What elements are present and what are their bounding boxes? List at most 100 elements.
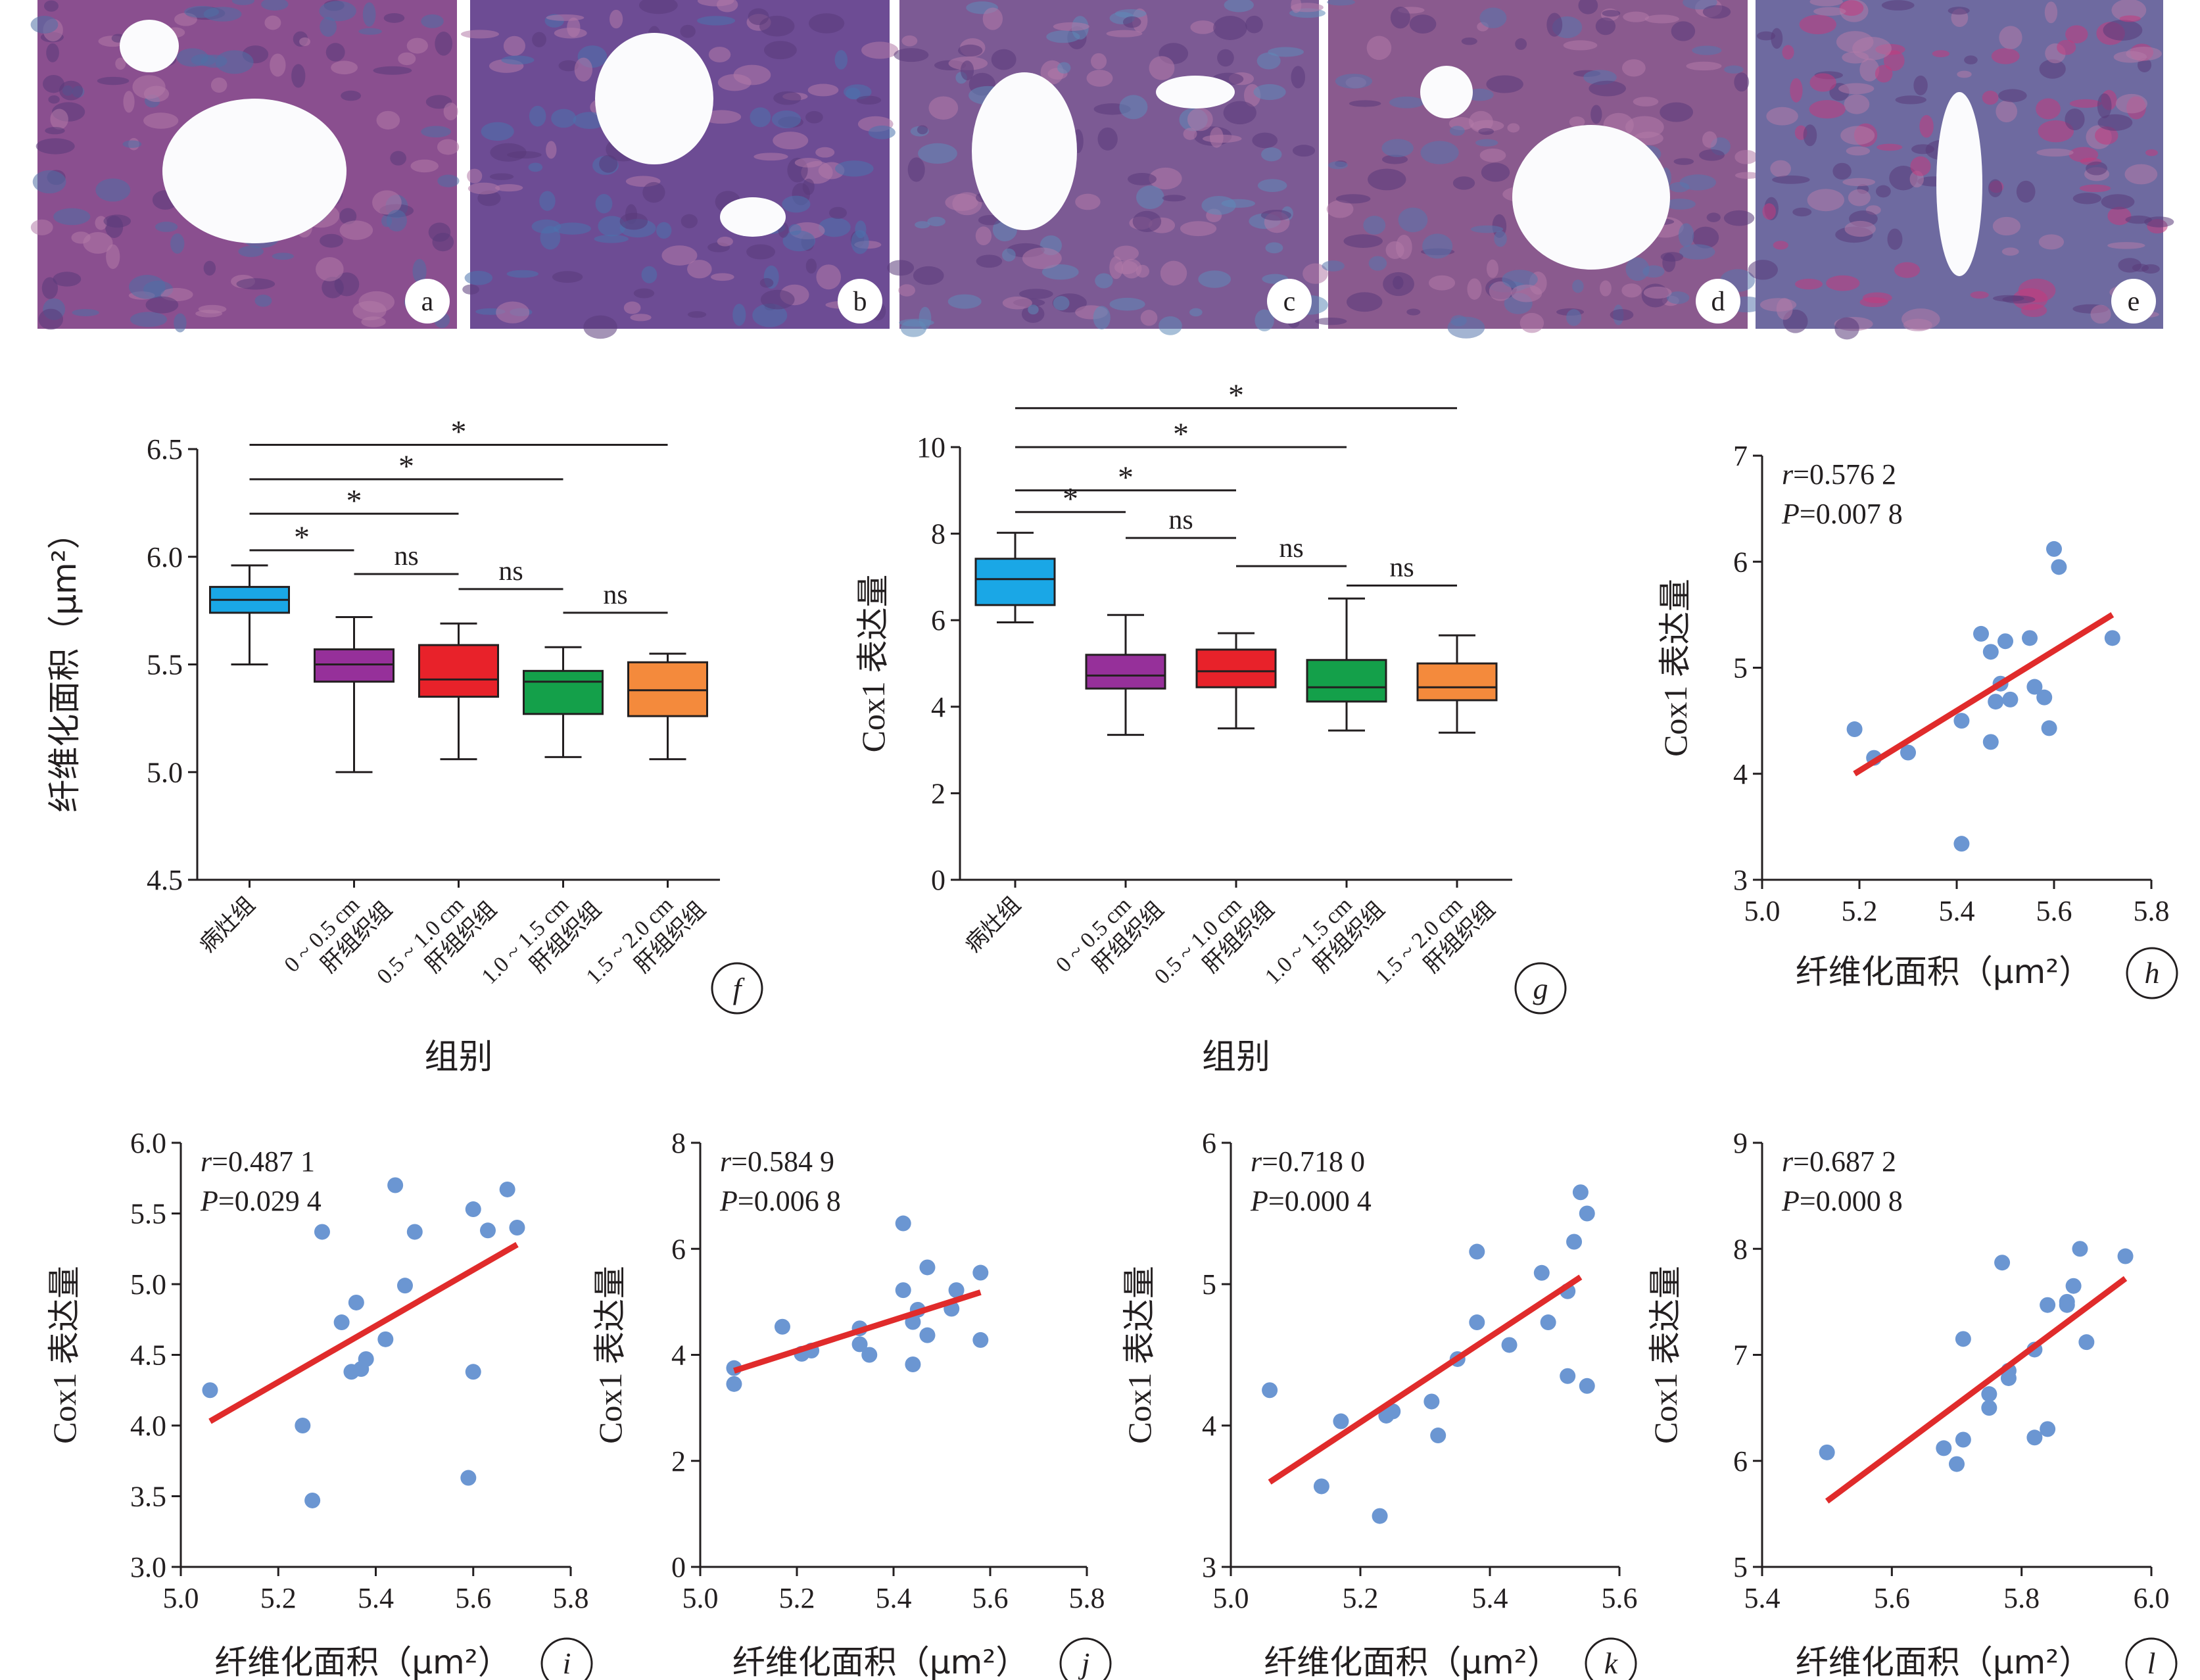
tissue-texture <box>1261 147 1282 162</box>
tissue-texture <box>1122 16 1141 28</box>
data-point <box>396 1278 413 1294</box>
tissue-texture <box>760 289 795 310</box>
y-axis-label: Cox1 表达量 <box>46 1266 83 1444</box>
tissue-texture <box>231 0 254 5</box>
tissue-texture <box>238 246 264 257</box>
significance-label: ns <box>394 541 418 571</box>
p-value: P=0.000 8 <box>1781 1185 1903 1217</box>
panel-label: h <box>2145 956 2160 990</box>
tissue-texture <box>437 174 460 187</box>
tissue-texture <box>2119 15 2141 22</box>
data-point <box>460 1470 477 1486</box>
tissue-texture <box>1368 168 1406 191</box>
tissue-texture <box>960 60 974 81</box>
tissue-texture <box>1468 110 1493 133</box>
tissue-texture <box>1724 65 1744 74</box>
x-axis-label: 纤维化面积（μm²） <box>214 1643 511 1680</box>
data-point <box>1955 1331 1971 1347</box>
tissue-texture <box>1734 172 1760 180</box>
data-point <box>1953 713 1970 729</box>
tissue-texture <box>1366 36 1392 60</box>
data-point <box>2036 689 2053 706</box>
x-tick-label: 5.6 <box>455 1582 491 1614</box>
tissue-texture <box>316 256 344 281</box>
p-value: P=0.007 8 <box>1781 498 1903 530</box>
tissue-texture <box>1086 70 1113 87</box>
y-tick-label: 0 <box>671 1551 686 1583</box>
tissue-texture <box>551 108 577 128</box>
tissue-texture <box>901 35 918 47</box>
y-tick-label: 2 <box>931 777 945 809</box>
y-tick-label: 4.5 <box>147 864 183 896</box>
significance-label: * <box>398 449 414 484</box>
data-point <box>2026 1429 2043 1446</box>
tissue-texture <box>103 214 132 228</box>
tissue-texture <box>1782 45 1794 60</box>
panel-label-circle <box>2125 1637 2178 1680</box>
panel-label-circle <box>1696 279 1740 324</box>
panel-label-circle <box>838 279 882 324</box>
tissue-texture <box>532 32 546 47</box>
tissue-texture <box>1018 289 1053 299</box>
tissue-texture <box>1692 45 1722 55</box>
significance-label: * <box>1228 378 1244 413</box>
tissue-texture <box>425 95 452 109</box>
tissue-texture <box>490 143 527 162</box>
tissue-texture <box>698 0 734 7</box>
x-tick-label: 5.0 <box>682 1582 719 1614</box>
data-point <box>919 1259 936 1276</box>
tissue-texture <box>1621 59 1646 77</box>
tissue-texture <box>339 220 373 240</box>
data-point <box>1540 1314 1556 1331</box>
tissue-texture <box>1409 14 1437 34</box>
tissue-texture <box>59 80 84 101</box>
tissue-texture <box>1660 252 1684 262</box>
tissue-texture <box>1162 195 1186 202</box>
tissue-texture <box>1002 297 1032 310</box>
tissue-texture <box>1846 146 1871 156</box>
panel-label: i <box>563 1646 571 1680</box>
data-point <box>1982 644 1999 660</box>
data-point <box>2026 679 2043 695</box>
tissue-texture <box>106 244 120 270</box>
micrograph-c: c <box>887 0 1328 337</box>
significance-label: * <box>1063 482 1078 517</box>
tissue-texture <box>610 9 623 29</box>
vessel-lumen <box>1420 66 1473 118</box>
data-point <box>358 1351 374 1367</box>
tissue-texture <box>390 151 406 166</box>
tissue-texture <box>1398 207 1428 233</box>
data-point <box>1313 1478 1329 1495</box>
tissue-texture <box>1028 304 1039 315</box>
tissue-texture <box>2141 264 2160 274</box>
tissue-texture <box>477 190 501 206</box>
y-axis-title: 纤维化面积（μm²） <box>45 516 84 813</box>
tissue-texture <box>1053 296 1070 311</box>
significance-label: ns <box>1279 533 1303 564</box>
vessel-lumen <box>1156 76 1235 108</box>
correlation-r: r=0.687 2 <box>1782 1145 1896 1178</box>
tissue-texture <box>1773 241 1788 250</box>
tissue-texture <box>1322 260 1345 272</box>
tissue-texture <box>975 226 992 245</box>
tissue-texture <box>2090 304 2111 324</box>
tissue-texture <box>2111 0 2147 22</box>
tissue-texture <box>915 221 930 229</box>
tissue-texture <box>661 245 698 266</box>
tissue-texture <box>2113 51 2147 63</box>
tissue-texture <box>1572 279 1584 293</box>
tissue-texture <box>656 222 672 239</box>
tissue-texture <box>1578 0 1598 14</box>
tissue-texture <box>1383 272 1414 297</box>
data-point <box>919 1327 936 1343</box>
tissue-texture <box>123 91 135 113</box>
tissue-texture <box>1327 0 1355 6</box>
data-point <box>1900 744 1916 761</box>
data-point <box>774 1318 790 1335</box>
tissue-texture <box>2038 120 2074 143</box>
x-tick-label: 5.4 <box>358 1582 394 1614</box>
x-tick-label: 5.6 <box>972 1582 1009 1614</box>
tissue-texture <box>639 0 678 14</box>
